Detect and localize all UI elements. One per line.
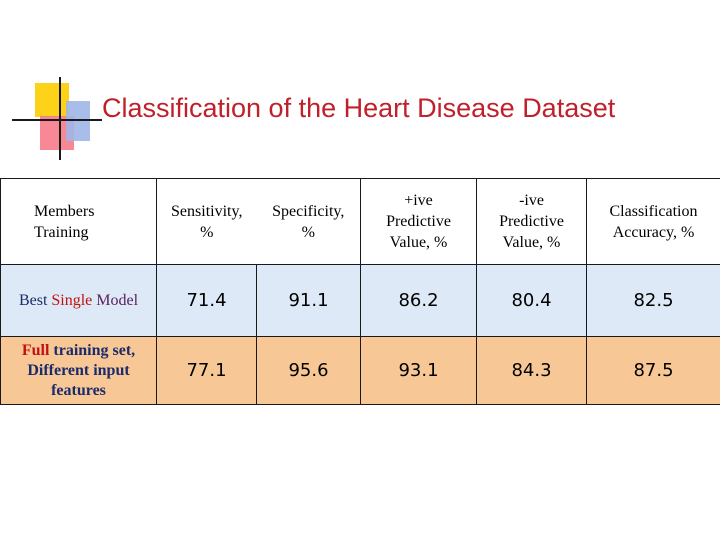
logo-yellow-square	[35, 83, 69, 117]
header-text: Specificity,	[272, 202, 345, 220]
header-negative-predictive-value: -ive Predictive Value, %	[476, 178, 587, 265]
header-sensitivity: Sensitivity, %	[156, 178, 257, 265]
header-text: Members	[34, 202, 95, 220]
row-label-part: Different input	[27, 361, 130, 379]
header-positive-predictive-value: +ive Predictive Value, %	[360, 178, 477, 265]
cell-ppv: 93.1	[360, 336, 477, 405]
table-row: Best Single Model 71.4 91.1 86.2 80.4 82…	[0, 264, 720, 337]
header-classification-accuracy: Classification Accuracy, %	[586, 178, 720, 265]
header-text: Sensitivity,	[171, 202, 243, 220]
header-text: %	[200, 223, 214, 241]
header-text: Value, %	[389, 234, 448, 251]
logo-horizontal-line	[12, 119, 102, 121]
header-specificity: Specificity, %	[256, 178, 361, 265]
header-text: Accuracy, %	[612, 223, 695, 241]
row-label-part: training set,	[53, 341, 136, 359]
row-label-part: features	[51, 381, 106, 399]
cell-specificity: 95.6	[256, 336, 361, 405]
row-label-part: Single	[51, 291, 93, 309]
logo-blue-square	[66, 101, 90, 141]
logo-vertical-line	[59, 77, 61, 160]
row-label-part: Full	[21, 341, 50, 359]
header-text: Classification	[609, 202, 698, 220]
header-members-training: Members Training	[0, 178, 157, 265]
row-label-part: Best	[18, 291, 48, 309]
cell-sensitivity: 71.4	[156, 264, 257, 337]
row-label-full-training-set: Full training set, Different input featu…	[0, 336, 157, 405]
cell-sensitivity: 77.1	[156, 336, 257, 405]
table-row: Full training set, Different input featu…	[0, 336, 720, 405]
row-label-best-single-model: Best Single Model	[0, 264, 157, 337]
header-text: Training	[34, 223, 89, 241]
cell-accuracy: 82.5	[586, 264, 720, 337]
header-text: +ive	[404, 192, 433, 209]
cell-accuracy: 87.5	[586, 336, 720, 405]
results-table: Members Training Sensitivity, % Specific…	[0, 178, 720, 405]
cell-npv: 84.3	[476, 336, 587, 405]
header-text: Predictive	[499, 213, 564, 230]
header-text: %	[301, 223, 315, 241]
cell-npv: 80.4	[476, 264, 587, 337]
cell-specificity: 91.1	[256, 264, 361, 337]
header-text: Predictive	[386, 213, 451, 230]
row-label-part: Model	[96, 291, 139, 309]
cell-ppv: 86.2	[360, 264, 477, 337]
header-text: -ive	[519, 192, 544, 209]
header-row: Members Training Sensitivity, % Specific…	[0, 178, 720, 265]
header-text: Value, %	[502, 234, 561, 251]
page-title: Classification of the Heart Disease Data…	[102, 93, 616, 123]
